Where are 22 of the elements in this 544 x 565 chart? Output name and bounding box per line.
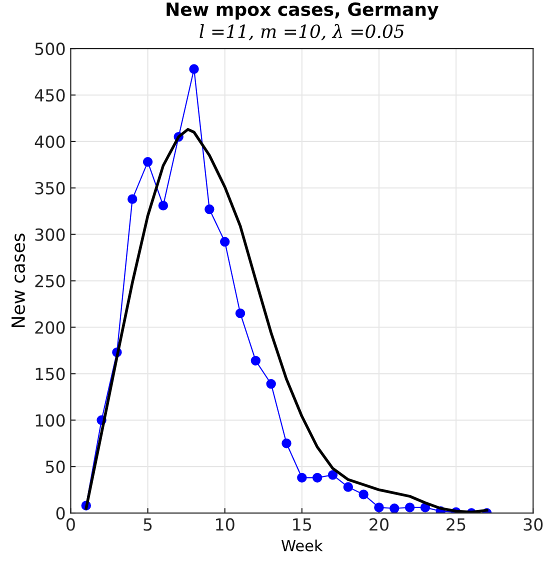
x-tick-label: 10 (216, 518, 234, 531)
x-tick-label: 30 (524, 518, 543, 531)
chart-subtitle: l =11, m =10, λ =0.05 (200, 24, 404, 40)
y-tick-label: 250 (35, 274, 65, 288)
x-tick-label: 0 (66, 518, 75, 531)
y-tick-label: 150 (36, 368, 65, 380)
y-tick-label: 450 (34, 88, 65, 102)
y-tick-label: 0 (56, 506, 65, 520)
x-tick-label: 25 (446, 518, 466, 531)
y-tick-label: 400 (34, 135, 65, 148)
x-axis-title: Week (282, 540, 323, 552)
y-tick-label: 50 (46, 460, 65, 474)
x-tick-label: 20 (370, 518, 388, 531)
chart-title: New mpox cases, Germany (166, 2, 438, 20)
y-axis-title: New cases (12, 234, 25, 328)
y-tick-label: 300 (35, 228, 65, 241)
y-tick-label: 200 (35, 321, 65, 334)
x-tick-label: 15 (293, 518, 312, 531)
y-tick-label: 350 (35, 182, 65, 194)
x-tick-label: 5 (144, 518, 152, 531)
y-tick-label: 500 (35, 42, 65, 56)
y-tick-label: 100 (36, 414, 65, 427)
